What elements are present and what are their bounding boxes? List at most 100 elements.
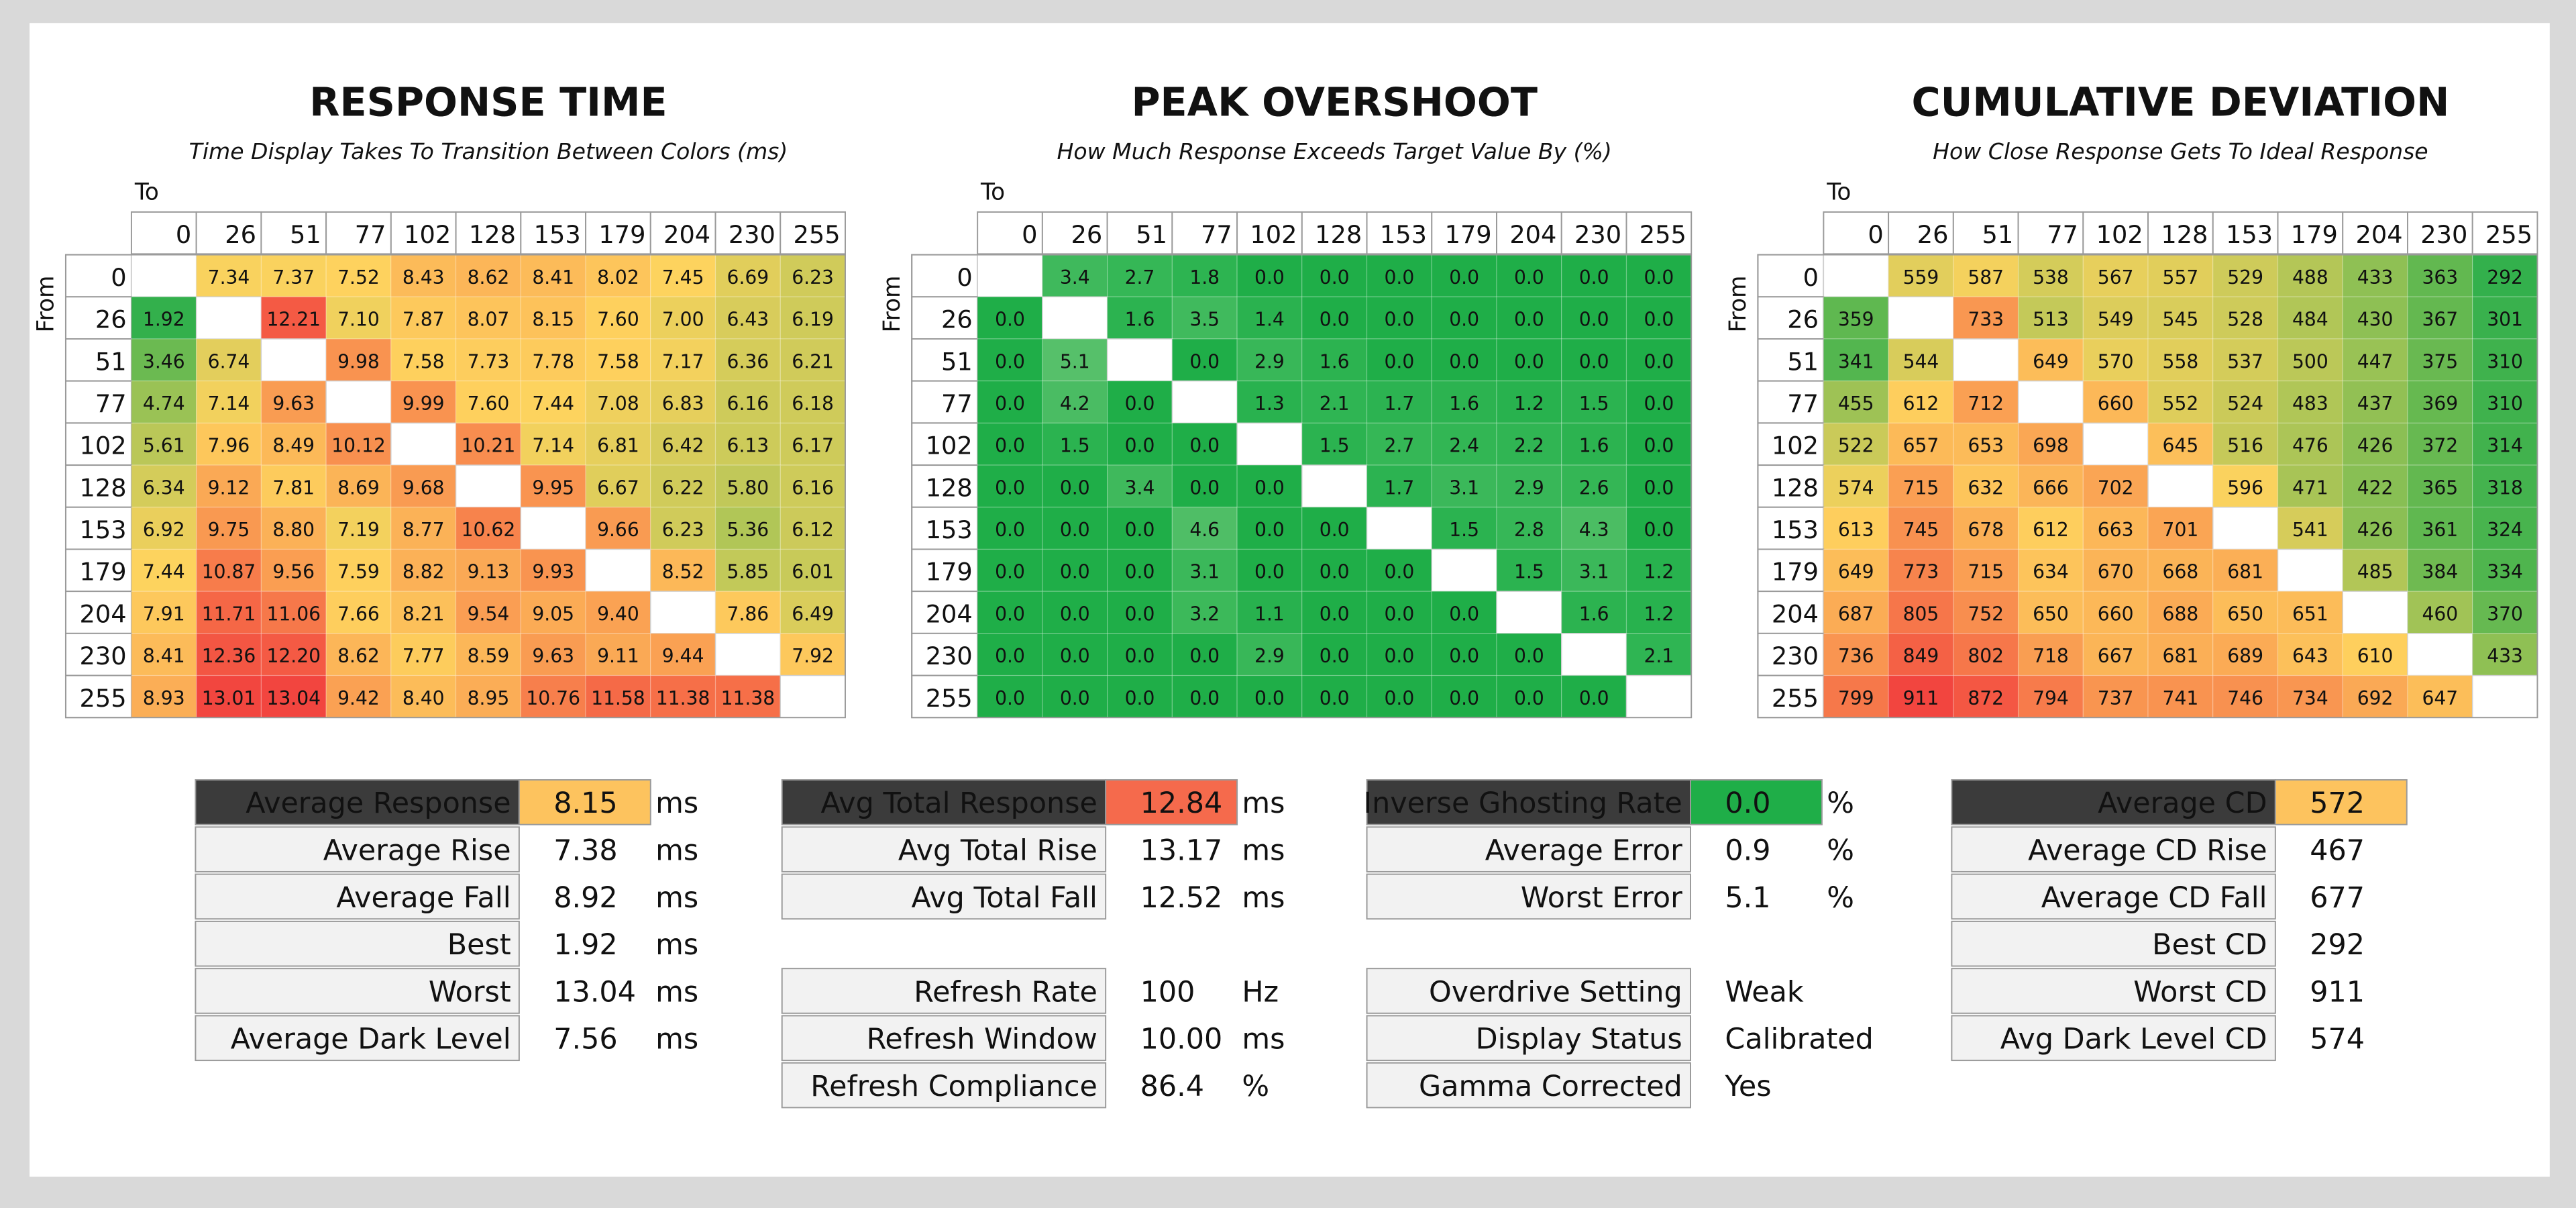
heat-cell [585,464,651,508]
cell-value: 1.3 [1254,393,1285,415]
heat-cell [520,674,586,718]
cell-value: 0.0 [1125,519,1155,541]
empty-cell [650,591,716,634]
summary-unit: ms [655,928,698,962]
cell-value: 437 [2357,393,2394,415]
cell-value: 667 [2098,645,2134,667]
heat-cell [1107,674,1173,718]
heat-cell [325,296,392,340]
cell-value: 3.4 [1060,266,1090,289]
cell-value: 0.0 [1385,603,1415,625]
heat-cell [1625,591,1692,634]
column-header-cell [2082,211,2149,255]
cell-value: 10.21 [462,435,516,457]
heat-cell [1366,591,1432,634]
summary-label-cell-highlight [195,779,520,825]
heat-cell [520,381,586,423]
cell-value: 0.0 [1644,393,1674,415]
cell-value: 5.36 [727,519,769,541]
cell-value: 0.0 [995,435,1025,457]
cell-value: 9.05 [532,603,574,625]
row-header-cell [911,464,979,508]
empty-cell [1496,591,1562,634]
row-header: 204 [1772,599,1819,628]
column-header: 153 [534,220,581,249]
cell-value: 0.0 [1060,476,1090,499]
cell-value: 0.0 [1320,687,1350,709]
heat-cell [2277,422,2343,466]
heat-cell [2147,674,2214,718]
empty-cell [325,380,392,424]
heat-cell [2017,674,2084,718]
heat-cell [585,296,651,340]
column-header: 255 [794,220,841,249]
cell-value: 649 [1838,561,1874,583]
cell-value: 6.74 [208,350,250,372]
column-header-cell [1236,211,1303,255]
summary-value: 572 [2310,787,2365,820]
heat-cell [1823,381,1889,423]
empty-cell [455,464,522,508]
heat-cell [1823,464,1889,508]
empty-cell [1953,338,2019,382]
cell-value: 3.1 [1579,561,1609,583]
cell-value: 0.0 [1254,561,1285,583]
column-header-cell [2407,211,2473,255]
row-header: 102 [1772,432,1819,460]
column-header: 204 [1509,220,1556,249]
heat-cell [780,591,846,634]
cell-value: 545 [2163,309,2199,331]
cell-value: 7.86 [727,603,769,625]
cell-value: 612 [1903,393,1939,415]
heat-cell [325,338,392,382]
heat-cell [2342,464,2408,508]
column-header-cell [1106,211,1173,255]
heat-cell [585,674,651,718]
cell-value: 6.43 [727,309,769,331]
cell-value: 0.0 [1579,350,1609,372]
empty-cell [1888,296,1954,340]
heat-cell [650,381,716,423]
summary-value: 86.4 [1140,1070,1204,1103]
cell-value: 688 [2163,603,2199,625]
row-header: 0 [1803,263,1819,292]
cell-value: 0.0 [1644,476,1674,499]
cell-value: 3.2 [1189,603,1220,625]
cell-value: 849 [1903,645,1939,667]
column-header-cell [2147,211,2214,255]
column-header-cell [1560,211,1627,255]
heat-cell [390,296,457,340]
row-header: 230 [926,642,973,670]
heat-cell [1366,464,1432,508]
heat-cell [1431,464,1497,508]
row-header-cell [1757,422,1825,466]
heat-cell [1301,296,1368,340]
heat-cell [2277,464,2343,508]
heat-cell [390,633,457,676]
cell-value: 7.44 [532,393,574,415]
heat-cell [2342,254,2408,297]
heat-cell [2342,548,2408,592]
cell-value: 0.0 [1060,603,1090,625]
column-header: 51 [1982,220,2013,249]
summary-label: Worst [429,975,511,1009]
summary-label-cell [195,873,520,920]
cell-value: 10.62 [462,519,516,541]
cell-value: 2.1 [1320,393,1350,415]
cell-value: 0.0 [1449,645,1479,667]
empty-cell [2471,674,2538,718]
heat-cell [650,674,716,718]
cell-value: 4.6 [1189,519,1220,541]
cell-value: 8.52 [662,561,704,583]
column-header-cell [455,211,522,255]
heat-cell [2082,548,2149,592]
column-header-cell [1496,211,1562,255]
heat-cell [1366,674,1432,718]
summary-value: 12.84 [1140,787,1223,820]
heat-cell [1625,381,1692,423]
column-header-cell [714,211,782,255]
cell-value: 12.20 [266,645,321,667]
column-header: 77 [2047,220,2078,249]
cell-value: 0.0 [1125,603,1155,625]
cell-value: 6.16 [727,393,769,415]
